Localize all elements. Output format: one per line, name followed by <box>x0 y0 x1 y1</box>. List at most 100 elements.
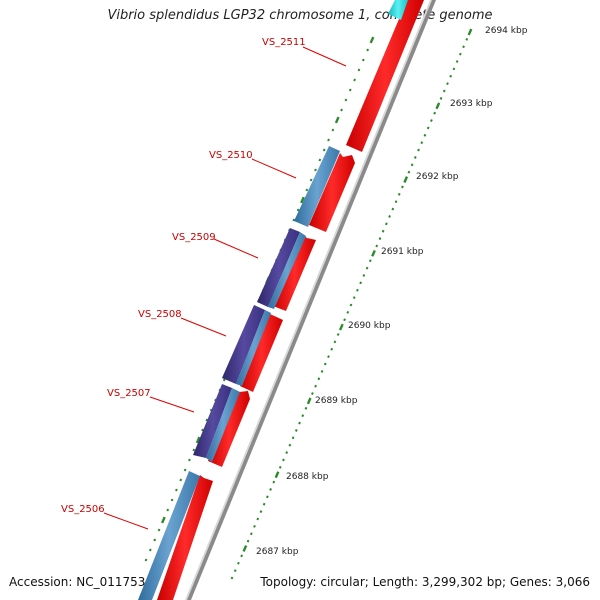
track-minor-tick <box>304 406 308 410</box>
track-minor-tick <box>292 218 296 222</box>
track-minor-tick <box>166 508 170 512</box>
track-minor-tick <box>301 414 305 418</box>
track-major-tick <box>338 323 344 331</box>
track-minor-tick <box>175 488 178 492</box>
track-minor-tick <box>465 37 469 41</box>
genome-backbone-highlight <box>185 0 432 600</box>
gene-label-vs2507: VS_2507 <box>107 388 151 399</box>
track-minor-tick <box>318 158 322 162</box>
track-minor-tick <box>298 421 301 425</box>
track-minor-tick <box>153 538 157 542</box>
gene-reverse-2508 <box>222 305 265 384</box>
track-minor-tick <box>357 68 361 72</box>
gene-forward-top <box>346 0 424 152</box>
track-minor-tick <box>170 498 174 502</box>
track-minor-tick <box>240 554 244 558</box>
track-minor-tick <box>291 436 295 440</box>
track-minor-tick <box>349 303 353 307</box>
gene-forward-2509 <box>273 235 316 311</box>
reverse-genes <box>138 0 408 600</box>
gene-reverse-2508-b <box>236 310 271 386</box>
track-minor-tick <box>305 188 309 192</box>
leader-vs2510 <box>251 158 297 179</box>
track-minor-tick <box>179 478 183 482</box>
track-minor-tick <box>266 495 269 499</box>
gene-label-vs2511: VS_2511 <box>262 37 306 48</box>
track-minor-tick <box>309 178 313 182</box>
track-minor-tick <box>249 532 253 536</box>
track-major-tick <box>300 196 305 204</box>
track-minor-tick <box>368 259 372 263</box>
track-minor-tick <box>426 126 430 130</box>
track-minor-tick <box>442 89 446 93</box>
track-minor-tick <box>361 58 365 62</box>
track-minor-tick <box>336 333 340 336</box>
gene-reverse-2506 <box>138 471 200 600</box>
tick-label-2694: 2694 kbp <box>485 26 528 36</box>
track-minor-tick <box>359 281 363 285</box>
track-major-tick <box>403 176 409 183</box>
track-major-tick <box>161 516 166 524</box>
track-minor-tick <box>413 156 417 159</box>
track-minor-tick <box>183 468 187 472</box>
track-minor-tick <box>462 45 465 49</box>
track-minor-tick <box>331 128 335 132</box>
track-minor-tick <box>148 548 152 552</box>
gene-labels: VS_2511 VS_2510 VS_2509 VS_2508 VS_2507 … <box>61 37 306 515</box>
tick-label-2687: 2687 kbp <box>256 547 299 557</box>
track-minor-tick <box>375 244 379 248</box>
track-minor-tick <box>417 148 420 152</box>
track-minor-tick <box>385 222 388 226</box>
track-minor-tick <box>344 98 348 102</box>
gene-forward-2507 <box>208 390 250 467</box>
track-minor-tick <box>423 133 427 137</box>
track-major-tick <box>274 471 280 479</box>
track-minor-tick <box>452 67 456 71</box>
track-minor-tick <box>209 408 213 412</box>
track-minor-tick <box>237 561 240 565</box>
gene-top-cyan <box>388 0 408 20</box>
track-minor-tick <box>317 377 321 381</box>
gene-forward-2510 <box>309 153 355 232</box>
track-minor-tick <box>458 52 462 56</box>
track-minor-tick <box>353 78 356 82</box>
leader-vs2511 <box>302 46 347 67</box>
tick-label-2688: 2688 kbp <box>286 472 329 482</box>
track-minor-tick <box>340 108 343 112</box>
tick-label-2692: 2692 kbp <box>416 172 459 182</box>
tick-label-2690: 2690 kbp <box>348 321 391 331</box>
track-minor-tick <box>330 347 334 351</box>
track-minor-tick <box>192 448 196 452</box>
track-minor-tick <box>233 569 237 573</box>
track-minor-tick <box>205 418 209 422</box>
genome-backbone <box>186 0 436 600</box>
track-minor-tick <box>430 119 433 122</box>
leader-vs2507 <box>149 396 195 413</box>
track-minor-tick <box>296 208 300 212</box>
accession-text: Accession: NC_011753 <box>9 575 146 589</box>
track-minor-tick <box>256 517 260 521</box>
track-minor-tick <box>333 340 337 344</box>
tick-label-2691: 2691 kbp <box>381 247 424 257</box>
track-major-tick <box>195 436 201 444</box>
track-minor-tick <box>314 168 317 172</box>
track-minor-tick <box>188 458 191 462</box>
track-major-tick <box>371 249 376 257</box>
gene-reverse-2507 <box>193 384 232 458</box>
tick-labels: 2694 kbp 2693 kbp 2692 kbp 2691 kbp 2690… <box>256 26 528 557</box>
leader-vs2509 <box>213 238 259 259</box>
track-minor-tick <box>320 369 324 373</box>
track-minor-tick <box>449 74 453 78</box>
track-minor-tick <box>294 429 298 432</box>
dotted-track-right <box>230 28 473 580</box>
track-minor-tick <box>278 465 282 469</box>
gene-forward-2508 <box>240 314 283 392</box>
gene-label-vs2506: VS_2506 <box>61 504 105 515</box>
track-minor-tick <box>327 138 330 142</box>
tick-label-2693: 2693 kbp <box>450 99 493 109</box>
track-major-tick <box>467 28 473 36</box>
track-minor-tick <box>420 141 424 145</box>
track-minor-tick <box>433 111 436 115</box>
track-minor-tick <box>455 60 459 63</box>
